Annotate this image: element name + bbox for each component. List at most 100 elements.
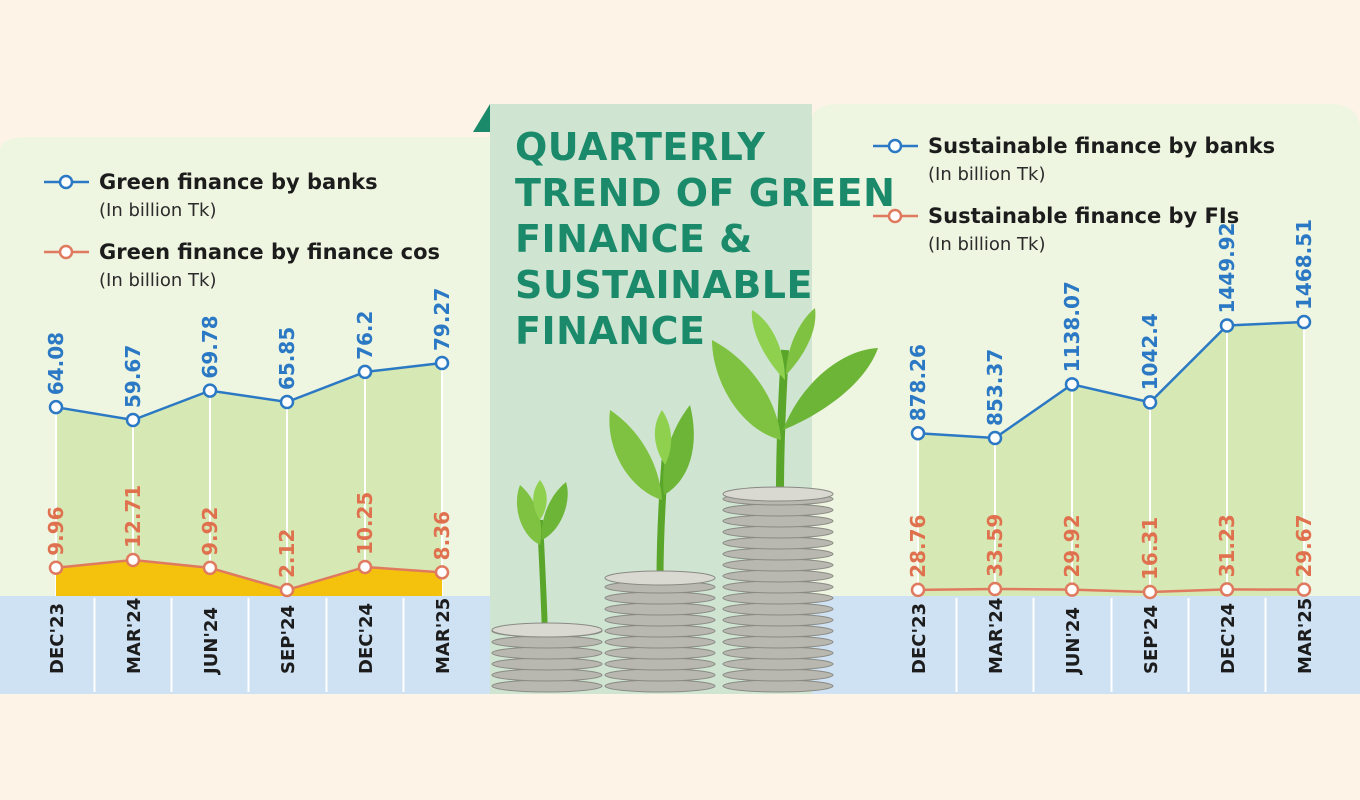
legend-series-name: Sustainable finance by banks [928,134,1275,158]
series-1-value-label: 64.08 [44,332,68,395]
center-title: QUARTERLY TREND OF GREEN FINANCE & SUSTA… [515,125,895,353]
series-2-point [125,552,141,568]
coin [604,602,716,616]
coin [604,635,716,649]
series-1-value-label: 79.27 [430,288,454,351]
coin [722,580,834,594]
coin [604,646,716,660]
coin [604,679,716,693]
title-line-1: QUARTERLY [515,125,765,169]
series-1-value-label: 76.2 [353,311,377,360]
series-2-value-label: 29.67 [1292,514,1316,577]
x-tick-label: DEC'23 [47,603,68,674]
coin-top [604,570,716,586]
coin [722,679,834,693]
x-tick-label: SEP'24 [278,605,299,674]
series-1-value-label: 1468.51 [1292,219,1316,310]
series-2-value-label: 2.12 [275,529,299,578]
right-chart: 878.26 853.37 1138.07 1042.4 1449.92 1468.51 2… [873,134,1316,692]
series-1-value-label: 59.67 [121,345,145,408]
legend-marker [887,138,903,154]
coin [604,657,716,671]
x-tick-label: MAR'25 [1295,598,1316,674]
coin-stacks [491,486,834,693]
series-2-point [357,559,373,575]
coin [722,536,834,550]
legend-series-name: Green finance by banks [99,170,378,194]
series-1-value-label: 69.78 [198,315,222,378]
legend-unit: (In billion Tk) [99,270,216,291]
series-1-point [1142,395,1158,410]
coin [722,525,834,539]
series-1-point [910,426,926,441]
coin [604,613,716,627]
coin-top [722,486,834,502]
left-axis-band [0,596,490,694]
series-2-point [1219,582,1235,597]
series-2-point [434,565,450,580]
title-line-2: TREND OF GREEN [515,171,895,215]
series-1-value-label: 853.37 [983,349,1007,426]
series-2-value-label: 16.31 [1138,517,1162,580]
series-2-point [1142,584,1158,600]
series-1-line [55,361,443,422]
series-2-value-label: 29.92 [1060,514,1084,577]
series-2-line [917,587,1305,594]
series-2-value-label: 12.71 [121,485,145,548]
x-tick-label: DEC'23 [909,603,930,674]
series-2-point [1296,582,1312,597]
coin-top [491,622,603,638]
coin [722,657,834,671]
coin [722,591,834,605]
coin [491,668,603,682]
series-2-point [279,582,295,598]
big-plant-icon [712,308,878,493]
series-1-point [987,430,1003,446]
title-line-4: SUSTAINABLE [515,263,813,307]
coins-plants-illustration [491,308,878,693]
x-tick-label: DEC'24 [356,603,377,674]
coin [722,624,834,638]
coin [604,624,716,638]
x-tick-label: MAR'24 [124,598,145,674]
series-2-value-label: 33.59 [983,514,1007,577]
legend-unit: (In billion Tk) [928,164,1045,185]
legend-marker [58,244,74,260]
small-plant-icon [516,480,568,637]
series-2-line [55,558,443,592]
series-1-area [56,363,442,596]
coin [604,591,716,605]
right-axis-band [812,596,1360,694]
legend-unit: (In billion Tk) [99,200,216,221]
coin [722,635,834,649]
coin-stack [491,622,603,693]
series-1-point [434,355,450,371]
coin [722,613,834,627]
coin [722,547,834,561]
title-line-3: FINANCE & [515,217,753,261]
series-1-point [202,383,218,398]
series-2-point [1064,582,1080,597]
series-1-line [917,320,1305,440]
coin-stack [604,570,716,693]
x-tick-label: JUN'24 [201,607,222,676]
series-2-value-label: 28.76 [906,515,930,578]
legend-unit: (In billion Tk) [928,234,1045,255]
series-1-value-label: 65.85 [275,327,299,390]
coin [604,668,716,682]
coin [722,602,834,616]
series-2-area [56,560,442,596]
coin [491,679,603,693]
legend-marker [887,208,903,224]
series-1-point [1219,318,1235,333]
series-1-point [357,364,373,380]
series-1-value-label: 1138.07 [1060,281,1084,372]
x-tick-label: MAR'25 [433,598,454,674]
series-2-point [987,581,1003,597]
coin [491,635,603,649]
series-1-point [279,394,295,410]
legend-series-name: Green finance by finance cos [99,240,440,264]
x-tick-label: DEC'24 [1218,603,1239,674]
coin [722,514,834,528]
series-1-value-label: 878.26 [906,344,930,421]
